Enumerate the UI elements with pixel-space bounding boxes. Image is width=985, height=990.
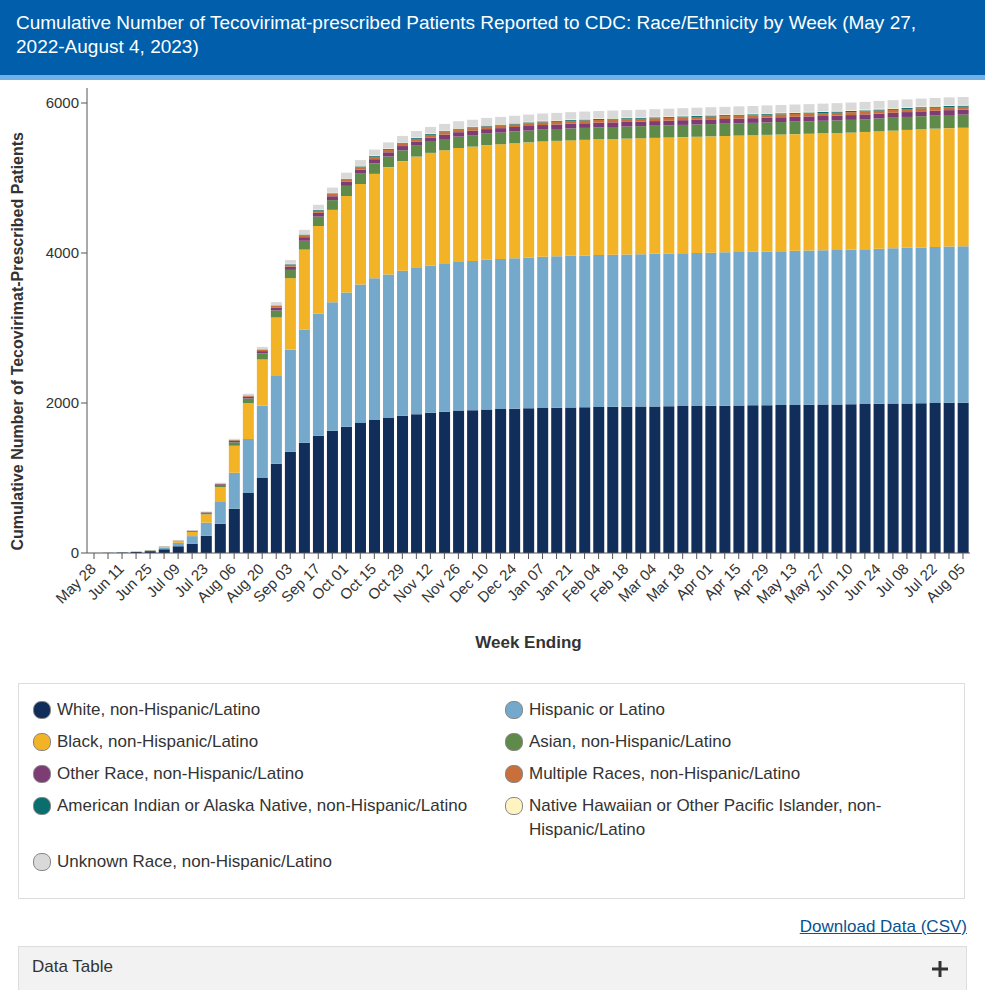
svg-text:Jul 09: Jul 09 bbox=[142, 559, 184, 601]
html-text:Asian, non-Hispanic/Latino: Asian, non-Hispanic/Latino bbox=[529, 732, 732, 751]
svg-text:Jul 22: Jul 22 bbox=[899, 559, 940, 601]
svg-text:2000: 2000 bbox=[46, 394, 79, 411]
svg-text:Jun 24: Jun 24 bbox=[840, 559, 884, 604]
svg-text:Nov 26: Nov 26 bbox=[417, 559, 464, 606]
html-text:White, non-Hispanic/Latino: White, non-Hispanic/Latino bbox=[57, 700, 261, 719]
html-text:Download Data (CSV): Download Data (CSV) bbox=[799, 917, 967, 936]
svg-text:Nov 12: Nov 12 bbox=[389, 559, 436, 606]
svg-text:Aug 20: Aug 20 bbox=[221, 559, 268, 606]
svg-text:Dec 10: Dec 10 bbox=[445, 559, 492, 606]
svg-text:Mar 18: Mar 18 bbox=[642, 559, 688, 605]
html-text:Native Hawaiian or Other Pacif: Native Hawaiian or Other Pacific Islande… bbox=[529, 796, 882, 839]
svg-text:May 28: May 28 bbox=[52, 559, 99, 607]
svg-text:0: 0 bbox=[71, 544, 79, 561]
svg-text:Dec 24: Dec 24 bbox=[473, 559, 520, 606]
svg-text:Jun 25: Jun 25 bbox=[111, 559, 155, 604]
svg-text:Cumulative Number of Tecovirim: Cumulative Number of Tecovirimat-Prescri… bbox=[9, 132, 26, 551]
svg-text:Jun 10: Jun 10 bbox=[811, 559, 856, 604]
svg-text:Oct 01: Oct 01 bbox=[308, 559, 352, 604]
svg-text:Apr 29: Apr 29 bbox=[728, 559, 772, 604]
svg-text:May 27: May 27 bbox=[781, 559, 828, 607]
svg-text:Apr 01: Apr 01 bbox=[672, 559, 716, 604]
html-text:Black, non-Hispanic/Latino: Black, non-Hispanic/Latino bbox=[57, 732, 259, 751]
svg-text:Jul 08: Jul 08 bbox=[871, 559, 912, 601]
svg-text:May 13: May 13 bbox=[752, 559, 800, 607]
svg-text:4000: 4000 bbox=[46, 244, 79, 261]
svg-text:Feb 04: Feb 04 bbox=[558, 559, 604, 605]
svg-text:Aug 06: Aug 06 bbox=[193, 559, 240, 606]
svg-text:Jan 21: Jan 21 bbox=[531, 559, 576, 604]
html-text:Cumulative Number of Tecovirim: Cumulative Number of Tecovirimat-prescri… bbox=[16, 12, 916, 57]
html-text:Data Table: Data Table bbox=[32, 957, 113, 976]
html-text:Unknown Race, non-Hispanic/Lat: Unknown Race, non-Hispanic/Latino bbox=[57, 852, 332, 871]
svg-text:Jul 23: Jul 23 bbox=[170, 559, 212, 601]
svg-text:Apr 15: Apr 15 bbox=[700, 559, 744, 604]
svg-text:Aug 05: Aug 05 bbox=[922, 560, 968, 606]
svg-text:Jan 07: Jan 07 bbox=[503, 559, 548, 604]
svg-text:Week Ending: Week Ending bbox=[475, 633, 581, 652]
svg-text:Mar 04: Mar 04 bbox=[614, 559, 660, 605]
html-text:Other Race, non-Hispanic/Latin: Other Race, non-Hispanic/Latino bbox=[57, 764, 304, 783]
svg-text:Sep 17: Sep 17 bbox=[277, 559, 324, 606]
html-text:Multiple Races, non-Hispanic/L: Multiple Races, non-Hispanic/Latino bbox=[529, 764, 801, 783]
html-text:American Indian or Alaska Nati: American Indian or Alaska Native, non-Hi… bbox=[57, 796, 468, 815]
svg-text:6000: 6000 bbox=[46, 94, 79, 111]
svg-text:Oct 15: Oct 15 bbox=[336, 559, 380, 604]
svg-text:Sep 03: Sep 03 bbox=[249, 559, 296, 606]
html-text:Hispanic or Latino: Hispanic or Latino bbox=[529, 700, 666, 719]
svg-text:Jun 11: Jun 11 bbox=[83, 559, 127, 603]
svg-text:Oct 29: Oct 29 bbox=[364, 559, 408, 604]
svg-text:Feb 18: Feb 18 bbox=[586, 559, 632, 605]
